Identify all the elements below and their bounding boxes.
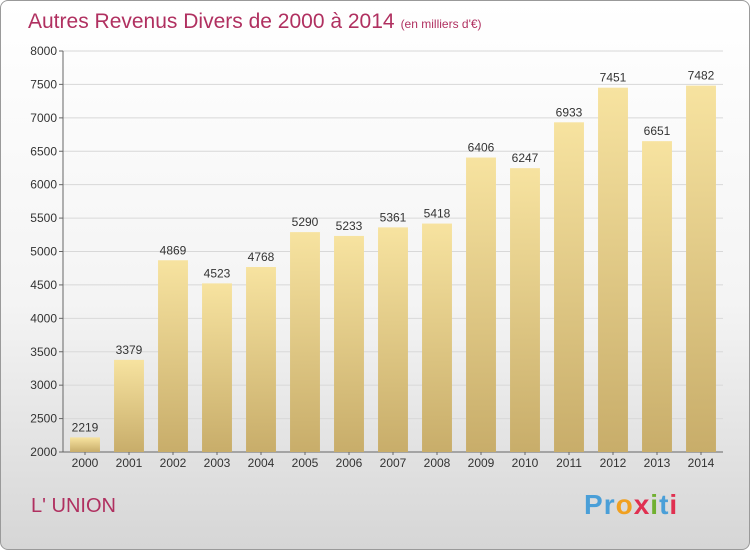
x-tick-label: 2003 <box>204 456 231 470</box>
chart-title: Autres Revenus Divers de 2000 à 2014 (en … <box>28 10 482 34</box>
logo-letter: r <box>603 489 616 520</box>
title-text: Autres Revenus Divers de 2000 à 2014 <box>28 10 395 33</box>
logo-letter: i <box>669 489 679 520</box>
logo-letter: P <box>584 489 604 520</box>
bar-value-label: 6651 <box>644 124 671 138</box>
bar-value-label: 6247 <box>512 151 539 165</box>
y-tick-label: 4000 <box>30 311 57 325</box>
bar <box>290 232 320 452</box>
x-tick-label: 2014 <box>688 456 715 470</box>
bar-value-label: 6406 <box>468 141 495 155</box>
bar-value-label: 5233 <box>336 219 363 233</box>
bar-value-label: 4523 <box>204 266 231 280</box>
x-tick-label: 2013 <box>644 456 671 470</box>
bar-value-label: 3379 <box>116 343 143 357</box>
bar <box>510 168 540 453</box>
bar-value-label: 4869 <box>160 243 187 257</box>
bar-value-label: 6933 <box>556 105 583 119</box>
x-tick-label: 2001 <box>116 456 143 470</box>
y-tick-label: 3500 <box>30 345 57 359</box>
y-tick-label: 6500 <box>30 144 57 158</box>
axes: 2000 2500 3000 3500 4000 4500 5000 5500 6000 6500… <box>30 44 723 459</box>
bar <box>686 85 716 453</box>
x-tick-label: 2009 <box>468 456 495 470</box>
x-tick-label: 2010 <box>512 456 539 470</box>
bar-value-label: 5290 <box>292 215 319 229</box>
bar-value-label: 5361 <box>380 210 407 224</box>
bar-value-label: 2219 <box>72 420 99 434</box>
x-tick-label: 2004 <box>248 456 275 470</box>
bar <box>70 437 100 452</box>
bar <box>642 141 672 452</box>
bar <box>422 223 452 452</box>
bar <box>554 122 584 453</box>
x-tick-label: 2008 <box>424 456 451 470</box>
y-tick-label: 3000 <box>30 378 57 392</box>
y-tick-label: 7000 <box>30 111 57 125</box>
y-tick-label: 2000 <box>30 445 57 459</box>
bar <box>378 227 408 452</box>
x-tick-label: 2002 <box>160 456 187 470</box>
logo-letter: t <box>659 489 670 520</box>
proxiti-logo: Proxiti <box>584 489 678 521</box>
bar <box>158 260 188 452</box>
x-tick-label: 2007 <box>380 456 407 470</box>
y-tick-label: 5000 <box>30 245 57 259</box>
y-tick-label: 8000 <box>30 44 57 58</box>
bar-value-label: 7482 <box>688 69 715 83</box>
bar-value-label: 7451 <box>600 71 627 85</box>
bar <box>598 87 628 452</box>
bar <box>114 359 144 452</box>
logo-letter: i <box>650 489 660 520</box>
x-tick-label: 2011 <box>556 456 582 470</box>
y-tick-label: 2500 <box>30 412 57 426</box>
logo-letter: x <box>633 489 651 520</box>
x-tick-label: 2006 <box>336 456 363 470</box>
y-tick-label: 7500 <box>30 77 57 91</box>
bar <box>246 267 276 452</box>
logo-letter: o <box>615 489 634 520</box>
y-tick-label: 4500 <box>30 278 57 292</box>
bar-value-label: 4768 <box>248 250 275 264</box>
y-tick-label: 6000 <box>30 178 57 192</box>
bar <box>334 235 364 452</box>
place-name: L' UNION <box>31 495 116 517</box>
y-tick-label: 5500 <box>30 211 57 225</box>
bar <box>466 157 496 452</box>
x-tick-label: 2012 <box>600 456 627 470</box>
bars <box>70 85 716 453</box>
bar-value-label: 5418 <box>424 207 451 221</box>
x-tick-label: 2005 <box>292 456 319 470</box>
labels: 2219 2000 3379 2001 4869 2002 4523 2003 4768 2004… <box>72 69 715 470</box>
bar <box>202 283 232 452</box>
x-tick-label: 2000 <box>72 456 99 470</box>
title-unit: (en milliers d'€) <box>400 17 482 31</box>
